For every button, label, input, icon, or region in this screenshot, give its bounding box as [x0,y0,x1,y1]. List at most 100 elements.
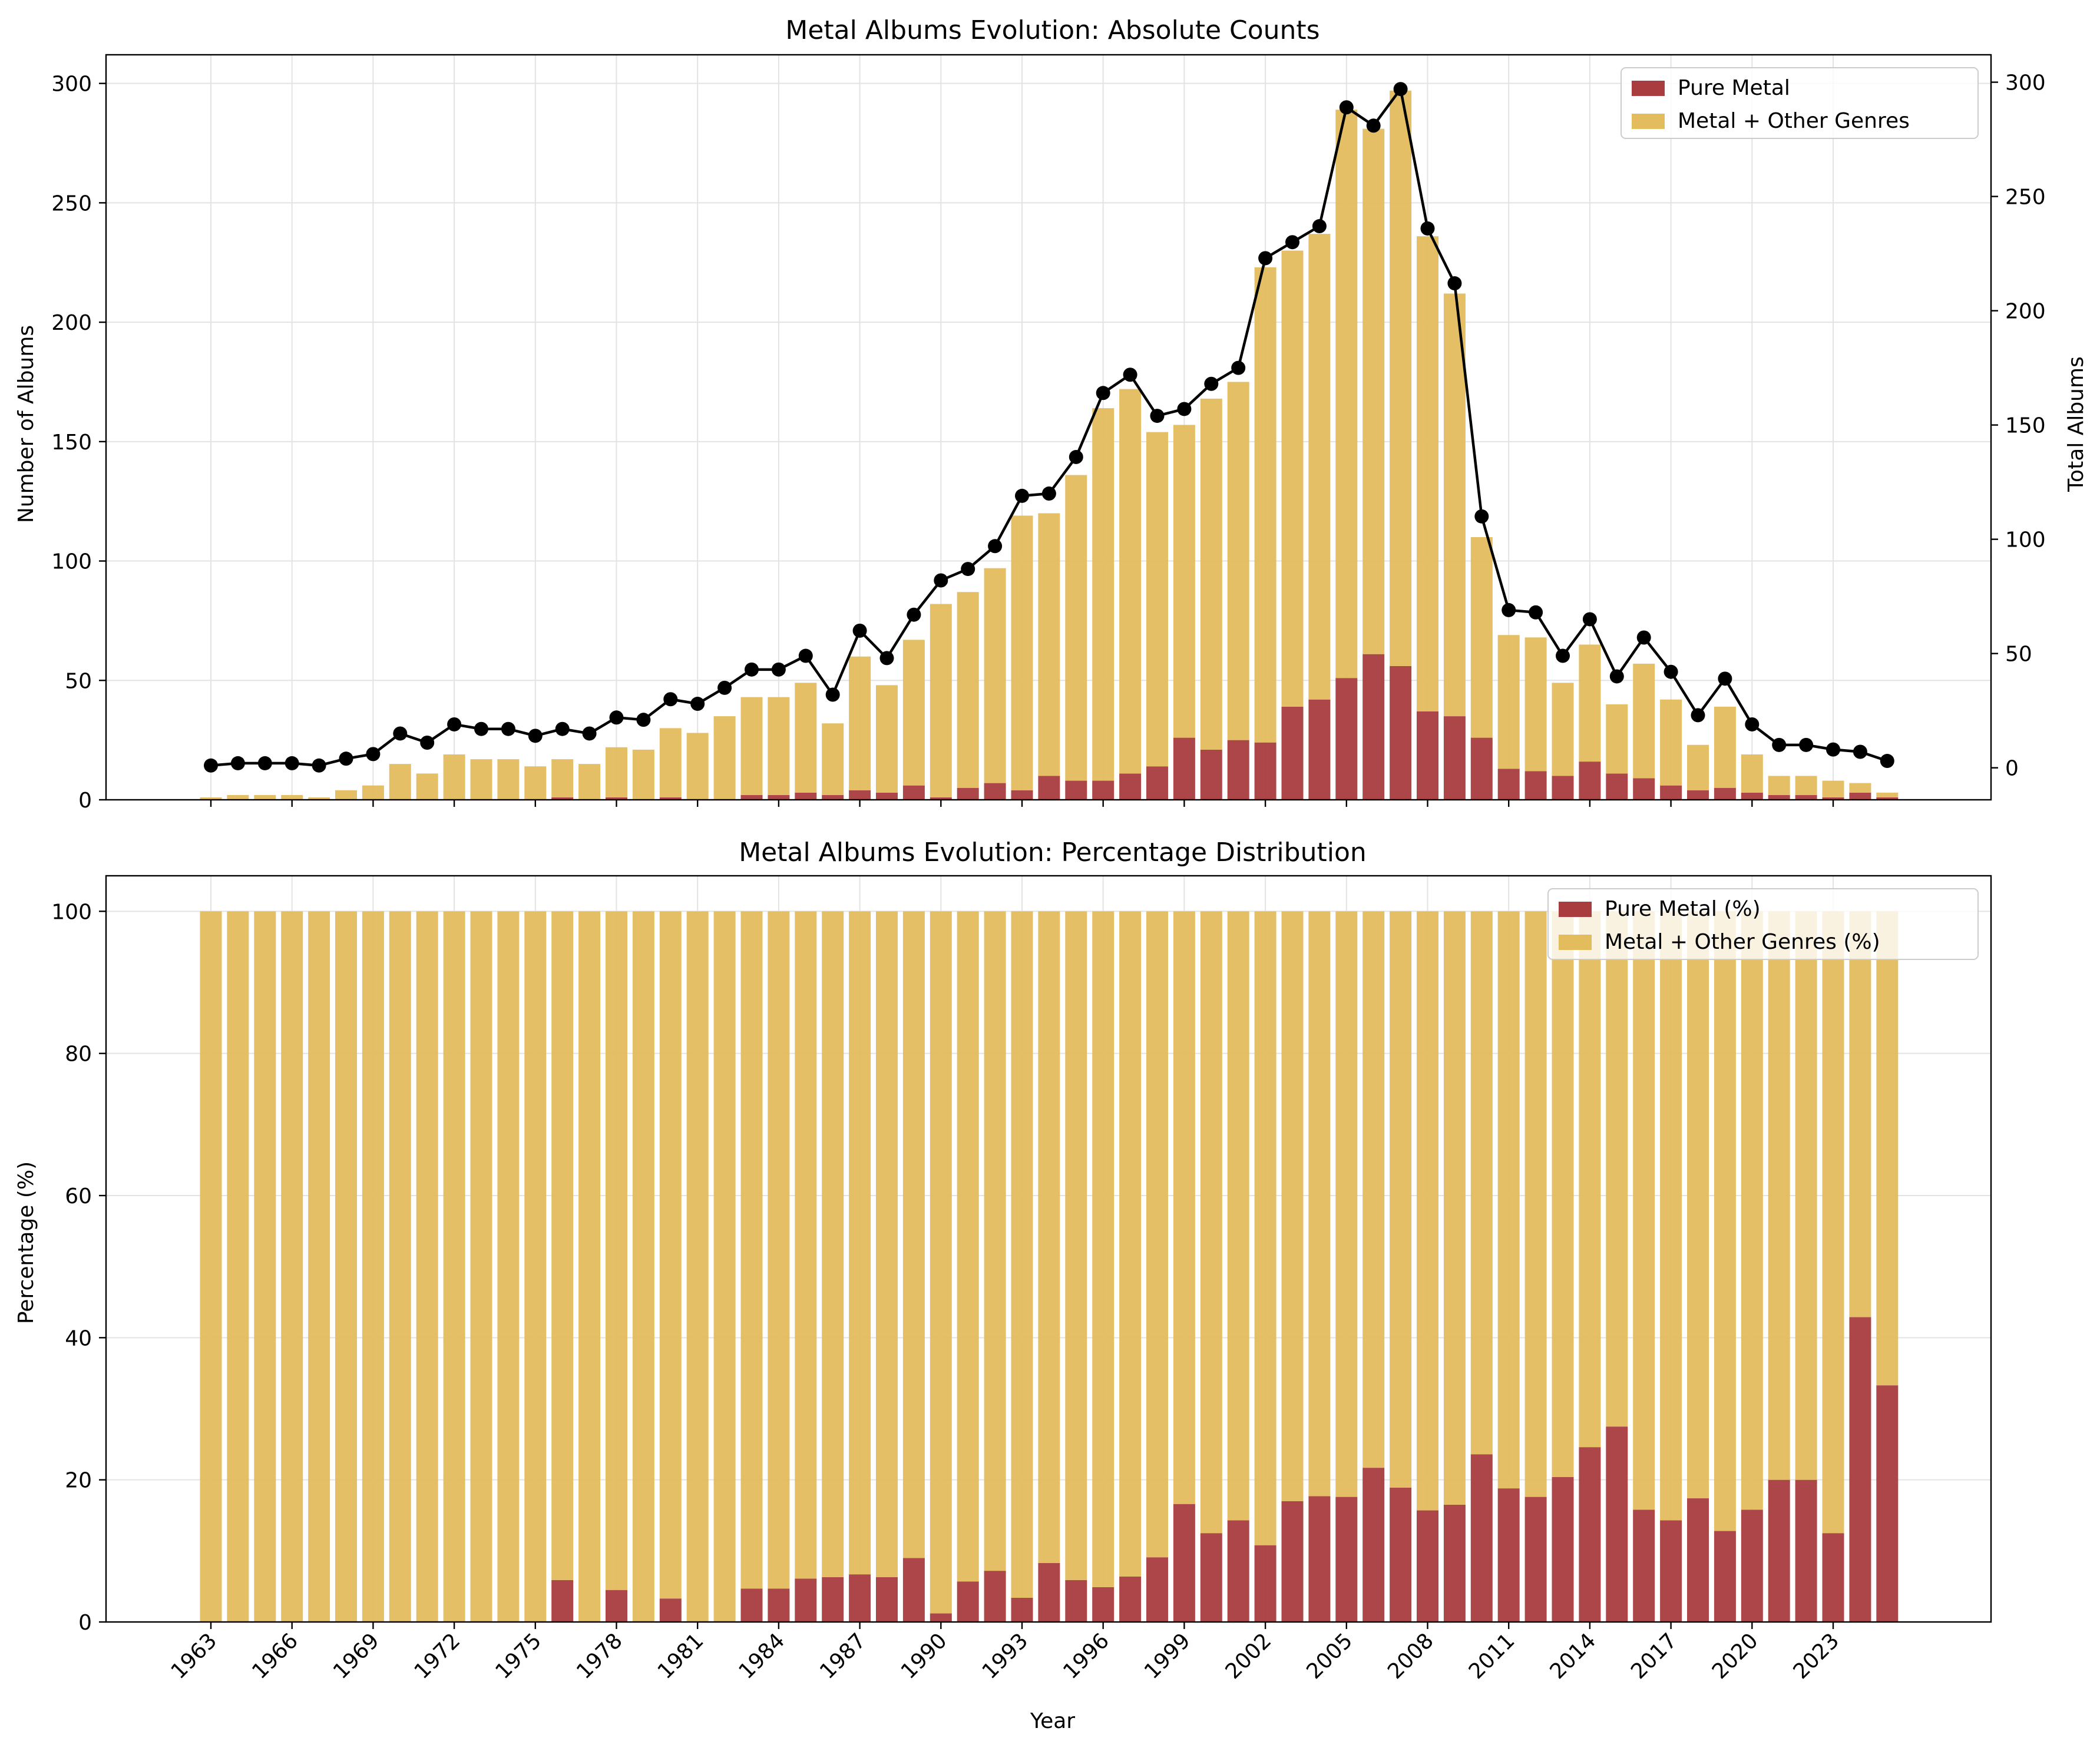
bar-metal-other-genres [606,911,627,1590]
bar-metal-other-genres [497,759,520,800]
bar-pure-metal [1497,769,1520,800]
total-albums-point [1150,409,1165,423]
total-albums-point [1096,386,1110,400]
bar-pure-metal [1876,797,1899,800]
bar-pure-metal [1552,1476,1574,1622]
percentage-y-axis-label: Percentage (%) [14,1161,38,1324]
total-albums-point [934,573,948,588]
bar-pure-metal [1849,792,1871,800]
total-albums-point [1015,488,1029,503]
bar-metal-other-genres [1173,425,1195,738]
bar-metal-other-genres [470,911,492,1622]
legend-swatch-pure-metal [1559,902,1592,917]
bar-metal-other-genres [416,773,438,800]
total-albums-point [663,692,678,707]
bar-metal-other-genres [1497,911,1520,1489]
legend-swatch-metal-other [1632,114,1665,129]
bar-pure-metal [1308,1496,1331,1622]
bar-metal-other-genres [659,911,682,1599]
bar-metal-other-genres [1362,911,1385,1468]
bar-pure-metal [1524,771,1547,800]
total-albums-point [1231,360,1246,375]
y2-tick-label: 50 [2005,643,2032,667]
bar-metal-other-genres [1822,911,1844,1534]
total-albums-point [907,607,921,622]
bar-pure-metal [1011,790,1033,800]
total-albums-point [1177,402,1192,416]
bar-metal-other-genres [740,911,763,1589]
bar-metal-other-genres [1390,911,1412,1488]
bar-metal-other-genres [308,911,330,1622]
y-tick-label: 50 [65,669,92,693]
bar-metal-other-genres [957,911,979,1582]
total-albums-point [339,751,353,766]
bar-metal-other-genres [1254,267,1276,743]
bar-metal-other-genres [1065,475,1087,781]
legend-label-pure-metal: Pure Metal (%) [1605,897,1761,921]
bar-metal-other-genres [281,794,303,800]
total-albums-point [690,697,705,711]
bar-metal-other-genres [254,911,276,1622]
total-albums-point [230,756,245,770]
bar-metal-other-genres [1119,911,1142,1577]
bar-metal-other-genres [1714,706,1736,788]
bar-metal-other-genres [1552,911,1574,1477]
bar-pure-metal [1065,1580,1087,1622]
bar-metal-other-genres [1308,234,1331,700]
legend-label-pure-metal: Pure Metal [1678,76,1790,100]
bar-pure-metal [659,797,682,800]
bar-metal-other-genres [1876,911,1899,1386]
bar-pure-metal [902,1558,925,1622]
bar-metal-other-genres [1227,382,1249,740]
bar-pure-metal [1687,1498,1709,1622]
bar-pure-metal [1443,1504,1466,1622]
bar-metal-other-genres [984,911,1006,1571]
total-albums-point [501,721,515,736]
bar-pure-metal [1768,794,1790,800]
bar-pure-metal [1606,1426,1628,1622]
bar-pure-metal [1606,773,1628,800]
bar-metal-other-genres [1200,911,1222,1534]
bar-pure-metal [1768,1479,1790,1622]
bar-pure-metal [1417,711,1438,800]
bar-metal-other-genres [1552,683,1574,776]
bar-metal-other-genres [1768,911,1790,1480]
bar-metal-other-genres [740,697,763,795]
bar-pure-metal [1200,749,1222,800]
bar-pure-metal [1281,706,1304,800]
total-albums-point [1312,219,1327,234]
bar-metal-other-genres [1876,792,1899,797]
bar-metal-other-genres [930,911,952,1614]
bar-pure-metal [606,797,627,800]
bar-metal-other-genres [849,911,871,1575]
total-albums-point [1339,100,1354,115]
total-albums-point [1664,664,1678,679]
bar-metal-other-genres [713,716,736,800]
bar-pure-metal [1335,678,1358,800]
bar-metal-other-genres [1227,911,1249,1521]
bar-metal-other-genres [416,911,438,1622]
bar-metal-other-genres [1849,783,1871,793]
bar-metal-other-genres [1335,911,1358,1497]
bar-metal-other-genres [1579,644,1601,762]
bar-metal-other-genres [1443,293,1466,717]
y-tick-label: 100 [51,900,92,924]
bar-metal-other-genres [335,790,357,800]
bar-pure-metal [1822,1533,1844,1622]
total-albums-point [528,729,543,743]
total-albums-point [1285,235,1299,250]
bar-pure-metal [1362,1468,1385,1622]
bar-metal-other-genres [443,754,465,800]
total-albums-point [1772,737,1787,752]
bar-metal-other-genres [1822,780,1844,797]
bar-pure-metal [1552,776,1574,800]
total-albums-point [257,756,272,770]
bar-metal-other-genres [1497,635,1520,769]
bar-pure-metal [822,794,844,800]
bar-pure-metal [957,1581,979,1622]
bar-pure-metal [984,783,1006,800]
absolute-counts-y-axis-label: Number of Albums [14,325,38,523]
bar-metal-other-genres [1038,513,1060,776]
bar-pure-metal [1795,1479,1817,1622]
bar-metal-other-genres [902,640,925,786]
